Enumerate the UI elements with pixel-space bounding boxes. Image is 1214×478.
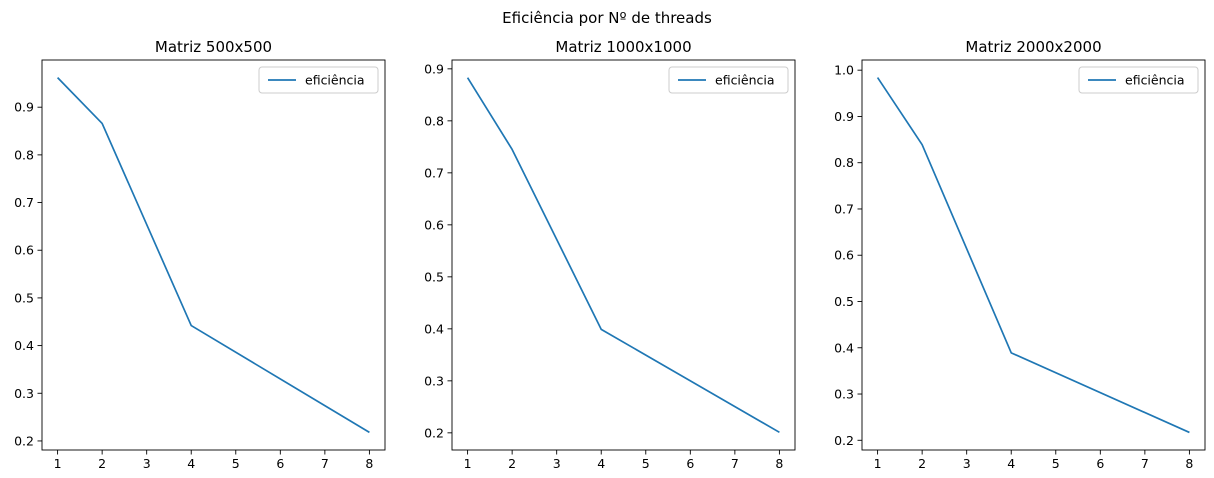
x-tick-label: 7 bbox=[731, 456, 739, 471]
x-tick-label: 8 bbox=[365, 456, 373, 471]
legend-label: eficiência bbox=[1125, 73, 1185, 88]
y-tick-label: 0.2 bbox=[14, 433, 34, 448]
legend-box bbox=[1078, 66, 1199, 94]
subplot-1: Matriz 500x500 1 2 3 4 5 6 7 8 0.2 0.3 0.4 0.5 0.6 0.7… bbox=[14, 38, 386, 471]
y-tick-label: 0.4 bbox=[424, 321, 444, 336]
y-tick-label: 0.8 bbox=[14, 147, 34, 162]
x-tick-label: 1 bbox=[464, 456, 472, 471]
axes-frame bbox=[861, 59, 1206, 451]
y-tick-label: 0.2 bbox=[834, 433, 854, 448]
x-tick-label: 3 bbox=[143, 456, 151, 471]
axes-frame bbox=[451, 59, 796, 451]
y-tick-label: 0.9 bbox=[14, 100, 34, 115]
x-tick-label: 3 bbox=[553, 456, 561, 471]
y-tick-label: 0.7 bbox=[424, 165, 444, 180]
series-line bbox=[466, 77, 780, 434]
y-tick-label: 0.8 bbox=[834, 155, 854, 170]
x-tick-label: 2 bbox=[918, 456, 926, 471]
y-tick-label: 1.0 bbox=[834, 63, 854, 78]
x-tick-label: 8 bbox=[1185, 456, 1193, 471]
y-tick-label: 0.3 bbox=[14, 386, 34, 401]
figure-title: Eficiência por Nº de threads bbox=[502, 9, 712, 27]
x-tick-label: 2 bbox=[98, 456, 106, 471]
x-tick-label: 7 bbox=[321, 456, 329, 471]
y-tick-label: 0.4 bbox=[14, 338, 34, 353]
x-tick-label: 6 bbox=[1096, 456, 1104, 471]
y-tick-label: 0.8 bbox=[424, 113, 444, 128]
x-tick-label: 8 bbox=[775, 456, 783, 471]
y-tick-label: 0.9 bbox=[834, 109, 854, 124]
legend-label: eficiência bbox=[305, 73, 365, 88]
x-tick-label: 5 bbox=[642, 456, 650, 471]
subplot-title: Matriz 500x500 bbox=[155, 38, 272, 56]
legend-label: eficiência bbox=[715, 73, 775, 88]
legend: eficiência bbox=[668, 66, 789, 94]
y-tick-label: 0.3 bbox=[424, 373, 444, 388]
x-tick-label: 4 bbox=[1007, 456, 1015, 471]
y-tick-label: 0.2 bbox=[424, 425, 444, 440]
x-tick-label: 4 bbox=[187, 456, 195, 471]
y-tick-label: 0.7 bbox=[14, 195, 34, 210]
x-tick-label: 5 bbox=[232, 456, 240, 471]
y-tick-label: 0.6 bbox=[834, 248, 854, 263]
series-line bbox=[56, 77, 370, 434]
x-tick-label: 1 bbox=[874, 456, 882, 471]
subplot-2: Matriz 1000x1000 1 2 3 4 5 6 7 8 0.2 0.3 0.4 0.5 0.6 0… bbox=[424, 38, 796, 471]
subplot-3: Matriz 2000x2000 1 2 3 4 5 6 7 8 0.2 0.3 0.4 0.5 0.6 0… bbox=[834, 38, 1206, 471]
y-tick-label: 0.6 bbox=[424, 217, 444, 232]
y-tick-label: 0.6 bbox=[14, 243, 34, 258]
x-tick-label: 7 bbox=[1141, 456, 1149, 471]
y-tick-label: 0.4 bbox=[834, 340, 854, 355]
x-tick-label: 2 bbox=[508, 456, 516, 471]
axes-frame bbox=[41, 59, 386, 451]
legend-box bbox=[258, 66, 379, 94]
subplot-title: Matriz 2000x2000 bbox=[965, 38, 1101, 56]
y-tick-label: 0.3 bbox=[834, 387, 854, 402]
y-tick-label: 0.9 bbox=[424, 61, 444, 76]
y-tick-label: 0.5 bbox=[14, 290, 34, 305]
legend: eficiência bbox=[258, 66, 379, 94]
x-tick-label: 3 bbox=[963, 456, 971, 471]
legend-box bbox=[668, 66, 789, 94]
x-tick-label: 6 bbox=[686, 456, 694, 471]
y-tick-label: 0.7 bbox=[834, 201, 854, 216]
x-tick-label: 6 bbox=[276, 456, 284, 471]
y-tick-label: 0.5 bbox=[424, 269, 444, 284]
legend: eficiência bbox=[1078, 66, 1199, 94]
series-line bbox=[876, 77, 1190, 434]
subplot-title: Matriz 1000x1000 bbox=[555, 38, 691, 56]
y-tick-label: 0.5 bbox=[834, 294, 854, 309]
x-tick-label: 5 bbox=[1052, 456, 1060, 471]
x-tick-label: 4 bbox=[597, 456, 605, 471]
x-tick-label: 1 bbox=[54, 456, 62, 471]
